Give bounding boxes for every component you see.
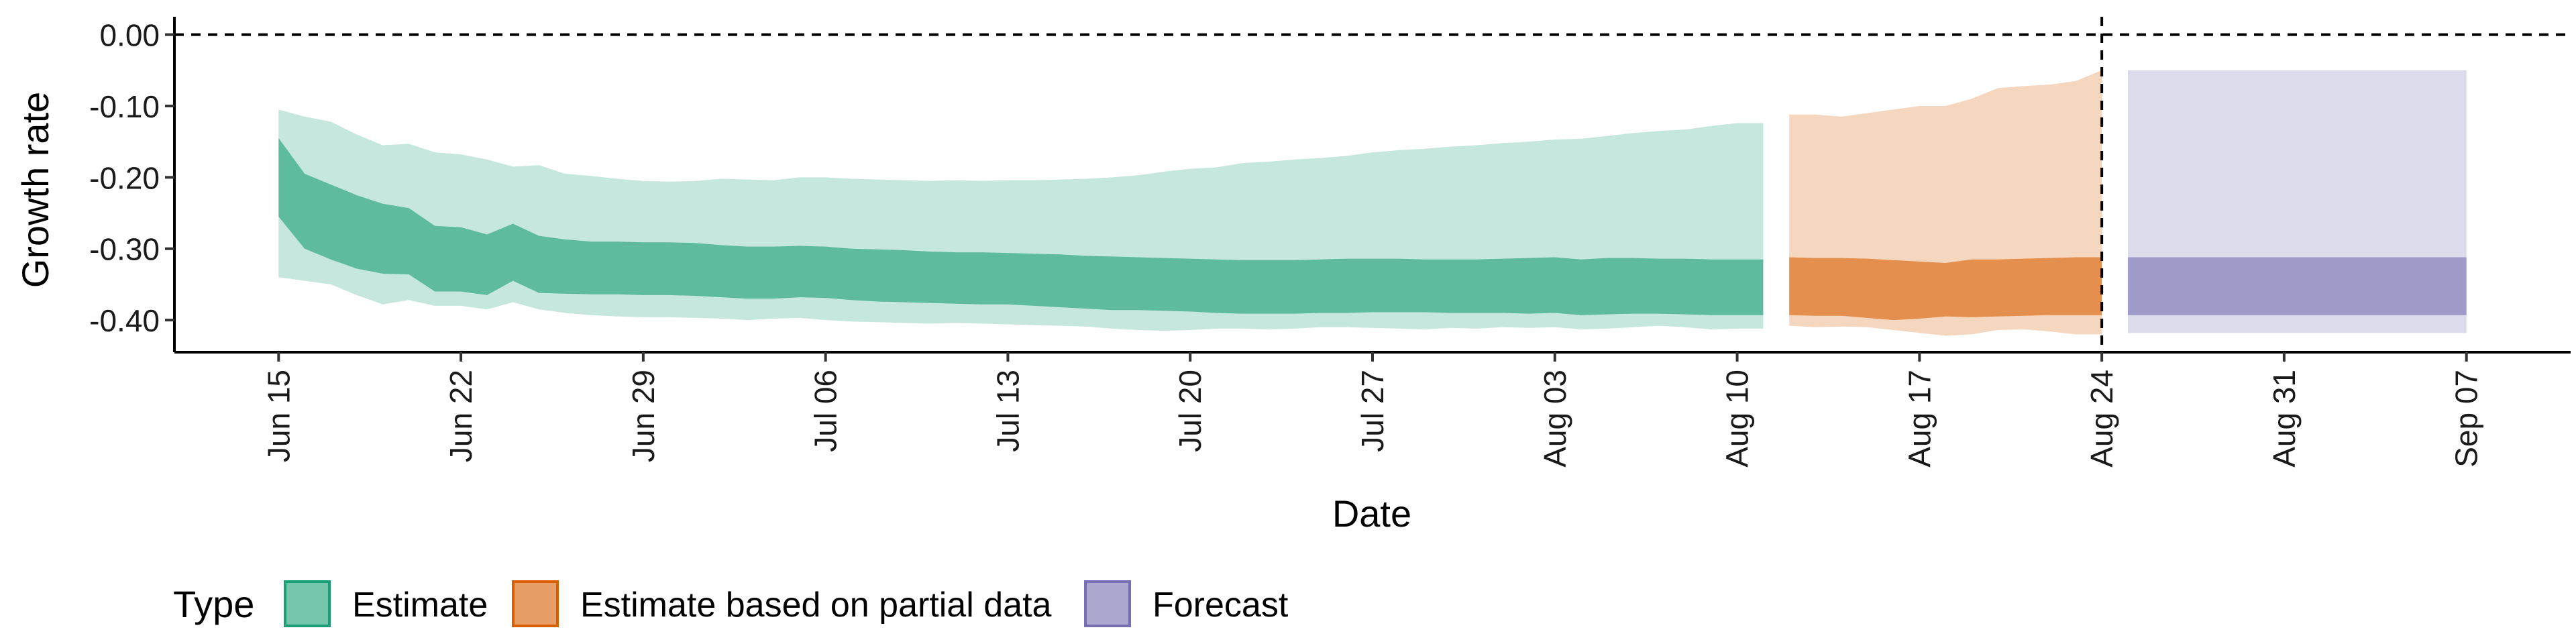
y-axis-title: Growth rate <box>14 92 56 288</box>
legend-label-forecast: Forecast <box>1152 586 1289 625</box>
x-tick-label: Aug 24 <box>2084 370 2119 468</box>
x-tick-label: Aug 10 <box>1720 370 1755 468</box>
reference-lines <box>174 17 2571 352</box>
axes: 0.00 -0.10 -0.20 -0.30 -0.40 Jun 15 Jun 22 Jun … <box>89 17 2571 468</box>
x-tick-label: Jun 15 <box>261 370 296 462</box>
y-tick-label: -0.10 <box>89 89 160 124</box>
x-tick-label: Aug 31 <box>2267 370 2302 468</box>
x-tick-label: Jul 13 <box>990 370 1025 452</box>
x-tick-label: Jul 27 <box>1355 370 1390 452</box>
legend-key-estimate-based-on-partial-data <box>512 580 559 627</box>
legend-label-estimate: Estimate <box>352 586 488 625</box>
x-axis-title: Date <box>1332 492 1411 535</box>
x-tick-label: Jun 29 <box>626 370 661 462</box>
estimate-based-on-partial-data-50-band <box>1789 257 2102 321</box>
forecast-50-band <box>2128 257 2467 315</box>
x-tick-label: Aug 17 <box>1902 370 1937 468</box>
x-tick-label: Aug 03 <box>1538 370 1572 468</box>
legend-title: Type <box>173 583 254 625</box>
y-tick-label: -0.30 <box>89 232 160 267</box>
legend-key-forecast <box>1084 580 1131 627</box>
y-tick-label: -0.40 <box>89 303 160 338</box>
x-tick-label: Sep 07 <box>2449 370 2484 468</box>
interval-bands <box>278 70 2467 336</box>
legend-label-estimate-based-on-partial-data: Estimate based on partial data <box>580 586 1052 625</box>
y-tick-label: -0.20 <box>89 160 160 195</box>
estimate-50-band <box>278 138 1764 315</box>
y-tick-label: 0.00 <box>99 18 160 53</box>
legend-key-estimate <box>284 580 331 627</box>
legend: Type Estimate Estimate based on partial d… <box>173 580 1289 627</box>
x-tick-label: Jul 06 <box>808 370 843 452</box>
x-tick-label: Jun 22 <box>443 370 478 462</box>
x-tick-label: Jul 20 <box>1173 370 1208 452</box>
